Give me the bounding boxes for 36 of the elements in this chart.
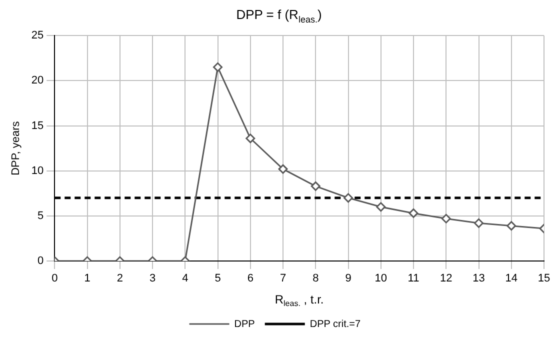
- x-tick-label: 1: [84, 272, 90, 285]
- point: [310, 181, 320, 191]
- point: [506, 221, 516, 231]
- x-tick-label: 4: [182, 272, 188, 285]
- point: [344, 193, 354, 203]
- y-axis-title: DPP, years: [10, 120, 22, 176]
- legend-label: DPP: [234, 318, 256, 330]
- x-tick-label: 8: [312, 272, 319, 285]
- x-tick-label: 12: [440, 272, 452, 285]
- legend-label: DPP crit.=7: [310, 318, 361, 330]
- x-tick-label: 9: [345, 272, 352, 285]
- x-tick-label: 3: [149, 272, 156, 285]
- y-tick-label: 10: [31, 164, 44, 177]
- point: [246, 134, 256, 144]
- chart-title: DPP = f (R$_{leas.}$): [235, 6, 323, 26]
- x-tick-label: 7: [280, 272, 286, 285]
- x-tick-label: 14: [505, 272, 518, 285]
- x-tick-label: 5: [214, 272, 221, 285]
- point: [278, 164, 288, 174]
- y-tick-label: 15: [31, 120, 44, 132]
- x-tick-label: 10: [374, 272, 388, 285]
- y-tick-label: 5: [38, 210, 44, 222]
- y-tick-label: 0: [38, 255, 44, 268]
- y-tick-label: 20: [31, 74, 44, 87]
- point: [376, 202, 386, 212]
- point: [213, 62, 223, 72]
- x-tick-label: 15: [538, 272, 550, 285]
- x-tick-label: 0: [52, 272, 58, 285]
- x-tick-label: 2: [116, 272, 123, 285]
- x-tick-label: 13: [472, 272, 485, 285]
- x-tick-label: 11: [408, 272, 420, 285]
- point: [441, 214, 451, 224]
- y-tick-label: 25: [31, 30, 44, 42]
- point: [408, 208, 418, 218]
- point: [474, 218, 484, 228]
- x-tick-label: 6: [247, 272, 254, 285]
